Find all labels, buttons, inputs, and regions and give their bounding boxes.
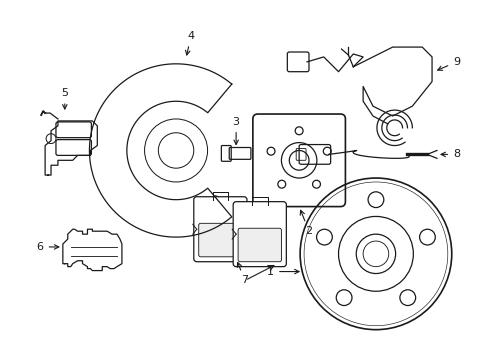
Text: 1: 1 — [266, 266, 299, 276]
FancyBboxPatch shape — [193, 197, 246, 262]
Text: 7: 7 — [237, 262, 248, 285]
Text: 8: 8 — [440, 149, 459, 159]
Text: 3: 3 — [232, 117, 239, 144]
FancyBboxPatch shape — [198, 223, 242, 257]
Text: 9: 9 — [437, 57, 459, 70]
Text: 5: 5 — [61, 88, 68, 109]
Text: 6: 6 — [37, 242, 59, 252]
FancyBboxPatch shape — [238, 228, 281, 262]
Text: 4: 4 — [185, 31, 194, 55]
Text: 2: 2 — [300, 210, 312, 236]
FancyBboxPatch shape — [233, 202, 286, 267]
